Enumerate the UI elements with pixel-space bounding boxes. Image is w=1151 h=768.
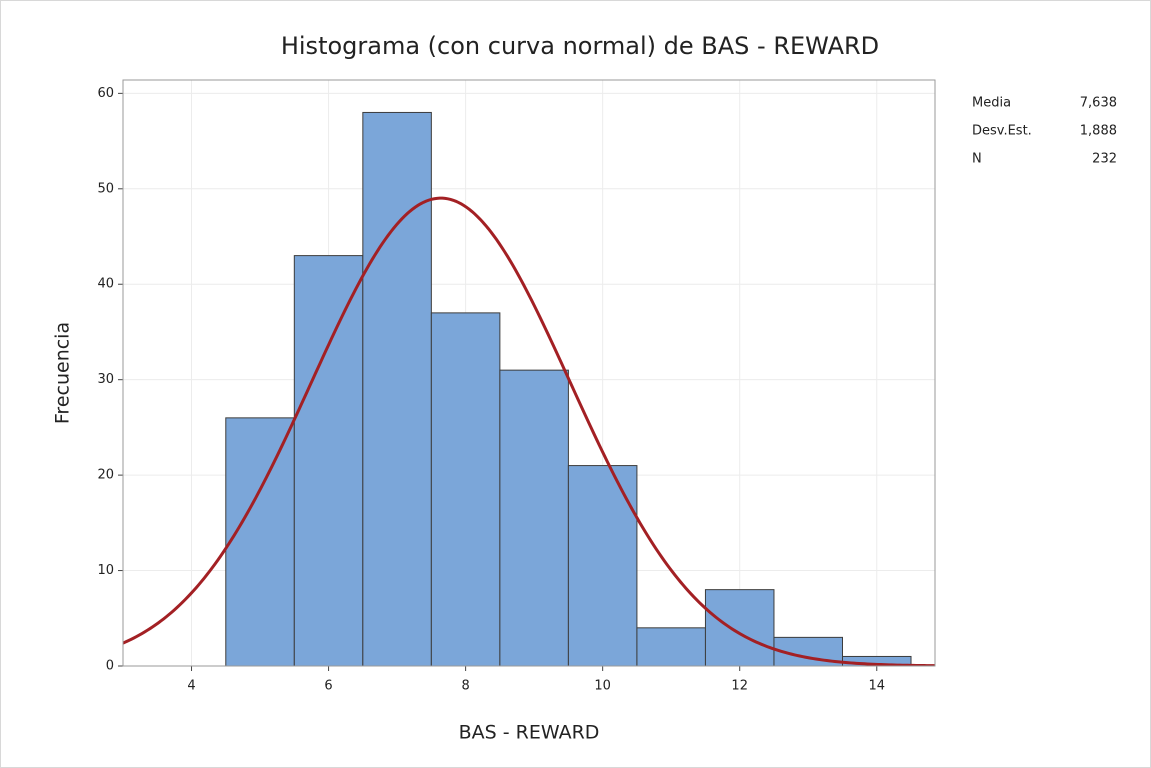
stat-value: 7,638 [1080,96,1117,111]
stat-value: 1,888 [1080,124,1117,139]
chart-title: Histograma (con curva normal) de BAS - R… [281,32,879,60]
y-axis-label: Frecuencia [52,322,74,424]
y-tick-label: 10 [97,563,114,578]
bar [362,111,432,667]
bar [704,589,775,667]
y-tick-label: 50 [97,181,114,196]
bar [636,627,706,667]
x-axis-label: BAS - REWARD [459,722,600,744]
bar [567,465,638,667]
stat-value: 232 [1092,152,1117,167]
normal-curve [123,196,935,666]
y-tick-label: 0 [106,659,114,674]
stat-name: N [972,152,982,167]
x-tick-label: 6 [324,679,332,694]
bar [430,312,501,667]
stat-name: Media [972,96,1011,111]
stat-name: Desv.Est. [972,124,1032,139]
x-tick-label: 12 [731,679,748,694]
bar [225,417,295,667]
bar [499,369,569,667]
bar [293,255,364,667]
y-tick-label: 40 [97,277,114,292]
plot-frame [122,79,936,667]
x-tick-label: 10 [594,679,611,694]
y-tick-label: 60 [97,86,114,101]
x-tick-label: 4 [187,679,195,694]
x-tick-label: 14 [868,679,885,694]
x-tick-label: 8 [461,679,469,694]
y-tick-label: 30 [97,372,114,387]
y-tick-label: 20 [97,468,114,483]
